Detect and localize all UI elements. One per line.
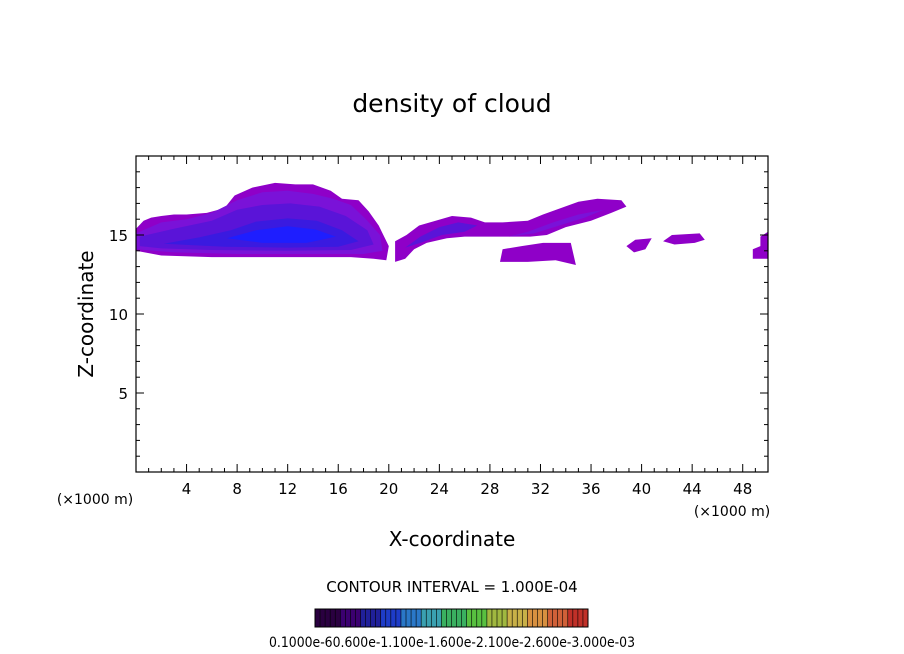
x-tick-label: 40 <box>632 480 651 498</box>
colorbar-segment <box>421 609 427 627</box>
x-tick-label: 32 <box>531 480 550 498</box>
colorbar-segment <box>441 609 447 627</box>
contour-region-core <box>227 226 336 243</box>
colorbar-segment <box>507 609 513 627</box>
colorbar-segment <box>456 609 462 627</box>
colorbar-segment <box>340 609 346 627</box>
colorbar-segment <box>537 609 543 627</box>
colorbar-segment <box>320 609 326 627</box>
colorbar-segment <box>411 609 417 627</box>
colorbar-segment <box>567 609 574 627</box>
colorbar-segment <box>345 609 351 627</box>
colorbar-segment <box>547 609 553 627</box>
colorbar-segment <box>315 609 321 627</box>
colorbar-segment <box>446 609 452 627</box>
colorbar-segment <box>431 609 437 627</box>
x-unit-left: (×1000 m) <box>57 492 133 508</box>
x-unit-right: (×1000 m) <box>694 504 770 520</box>
chart-title: density of cloud <box>352 89 551 118</box>
colorbar-segment <box>380 609 386 627</box>
colorbar-segment <box>355 609 361 627</box>
contour-region-edge <box>626 238 652 253</box>
y-tick-label: 15 <box>109 227 128 245</box>
colorbar-segment <box>325 609 331 627</box>
colorbar-segment <box>466 609 472 627</box>
colorbar-segment <box>532 609 538 627</box>
colorbar-segment <box>335 609 341 627</box>
colorbar-tick-labels: 0.1000e-60.600e-1.100e-1.600e-2.100e-2.6… <box>269 635 635 651</box>
contour-interval-label: CONTOUR INTERVAL = 1.000E-04 <box>326 578 577 596</box>
colorbar-segment <box>527 609 533 627</box>
colorbar-segment <box>486 609 493 627</box>
colorbar-segment <box>416 609 422 627</box>
colorbar-segment <box>557 609 563 627</box>
colorbar-segment <box>552 609 558 627</box>
contour-region-edge <box>663 233 705 245</box>
colorbar-frame <box>314 608 589 628</box>
colorbar <box>314 609 589 627</box>
contour-region-edge <box>752 231 768 259</box>
contour-region-edge <box>500 242 576 265</box>
colorbar-segment <box>491 609 498 627</box>
colorbar-segment <box>517 609 523 627</box>
colorbar-segment <box>562 609 568 627</box>
colorbar-segment <box>522 609 528 627</box>
colorbar-segment <box>426 609 432 627</box>
x-tick-label: 8 <box>232 480 242 498</box>
x-tick-label: 36 <box>581 480 600 498</box>
contour-region-edge <box>395 198 627 262</box>
y-tick-label: 10 <box>109 306 128 324</box>
colorbar-segment <box>385 609 392 627</box>
colorbar-segment <box>390 609 397 627</box>
colorbar-segment <box>481 609 488 627</box>
contour-region-mid <box>405 222 478 248</box>
x-tick-label: 4 <box>182 480 192 498</box>
x-tick-label: 44 <box>683 480 702 498</box>
x-tick-label: 20 <box>379 480 398 498</box>
x-tick-label: 28 <box>480 480 499 498</box>
contour-fill-group <box>136 182 768 265</box>
x-axis-label: X-coordinate <box>389 527 516 551</box>
colorbar-segment <box>471 609 477 627</box>
colorbar-segment <box>542 609 548 627</box>
colorbar-segment <box>577 609 584 627</box>
colorbar-segment <box>502 609 508 627</box>
x-tick-label: 24 <box>430 480 449 498</box>
x-tick-label: 16 <box>329 480 348 498</box>
colorbar-segment <box>461 609 467 627</box>
colorbar-segment <box>360 609 366 627</box>
colorbar-segment <box>436 609 442 627</box>
colorbar-segment <box>395 609 402 627</box>
colorbar-segment <box>512 609 518 627</box>
colorbar-segment <box>365 609 371 627</box>
colorbar-segment <box>330 609 336 627</box>
colorbar-segment <box>476 609 483 627</box>
colorbar-segment <box>400 609 407 627</box>
colorbar-segment <box>582 609 589 627</box>
y-tick-label: 5 <box>118 385 128 403</box>
colorbar-segment <box>451 609 457 627</box>
x-tick-label: 48 <box>733 480 752 498</box>
colorbar-segment <box>406 609 412 627</box>
colorbar-segment <box>572 609 579 627</box>
colorbar-segment <box>375 609 381 627</box>
x-tick-label: 12 <box>278 480 297 498</box>
y-axis-label: Z-coordinate <box>74 250 98 377</box>
colorbar-segment <box>370 609 376 627</box>
colorbar-segment <box>350 609 356 627</box>
colorbar-segment <box>497 609 503 627</box>
contour-region-low <box>508 209 604 237</box>
